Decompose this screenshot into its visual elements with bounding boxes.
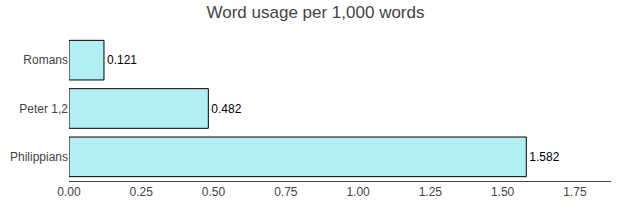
svg-text:1.25: 1.25 — [419, 185, 443, 199]
svg-text:Word usage per 1,000 words: Word usage per 1,000 words — [207, 3, 425, 22]
svg-text:0.482: 0.482 — [211, 102, 241, 116]
svg-text:1.582: 1.582 — [529, 150, 559, 164]
svg-text:1.75: 1.75 — [563, 185, 587, 199]
svg-text:0.25: 0.25 — [130, 185, 154, 199]
svg-text:0.75: 0.75 — [274, 185, 298, 199]
svg-text:0.121: 0.121 — [107, 53, 137, 67]
svg-text:Philippians: Philippians — [10, 150, 68, 164]
svg-text:1.50: 1.50 — [491, 185, 515, 199]
svg-text:0.50: 0.50 — [202, 185, 226, 199]
svg-text:1.00: 1.00 — [346, 185, 370, 199]
svg-text:0.00: 0.00 — [57, 185, 81, 199]
svg-text:Romans: Romans — [23, 53, 68, 67]
svg-text:Peter 1,2: Peter 1,2 — [19, 102, 68, 116]
